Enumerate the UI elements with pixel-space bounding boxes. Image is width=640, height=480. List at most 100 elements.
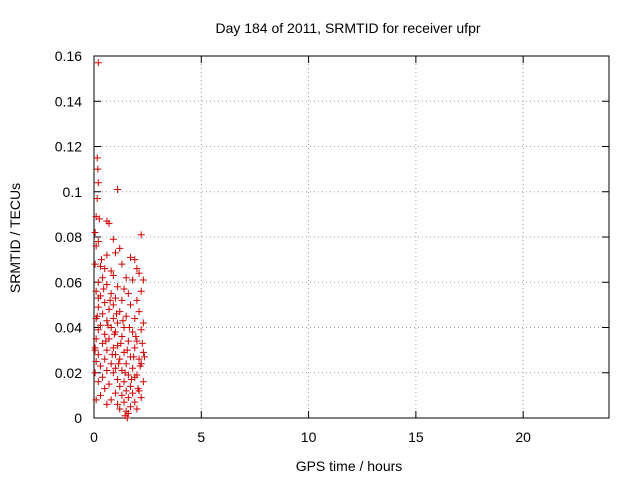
- data-point: [111, 364, 119, 372]
- data-point: [92, 357, 100, 365]
- grid-lines: [94, 56, 609, 418]
- y-tick-label: 0.08: [55, 229, 82, 245]
- x-axis-label: GPS time / hours: [296, 458, 403, 474]
- data-point: [95, 215, 103, 223]
- axis-ticks: [93, 55, 609, 419]
- data-point: [120, 398, 128, 406]
- data-point: [105, 219, 113, 227]
- data-point: [101, 299, 109, 307]
- data-point: [137, 231, 145, 239]
- data-point: [124, 337, 132, 345]
- data-point: [133, 265, 141, 273]
- data-point: [101, 330, 109, 338]
- y-tick-label: 0.04: [55, 320, 82, 336]
- data-point: [137, 394, 145, 402]
- data-point: [140, 353, 148, 361]
- plot-frame: [93, 55, 610, 419]
- data-point: [104, 321, 112, 329]
- data-point: [94, 326, 102, 334]
- data-point: [111, 249, 119, 257]
- data-point: [114, 376, 122, 384]
- x-tick-label: 0: [90, 429, 98, 445]
- data-point: [96, 362, 104, 370]
- y-tick-label: 0.14: [55, 93, 82, 109]
- data-point: [91, 346, 99, 354]
- data-point: [135, 308, 143, 316]
- data-point: [131, 344, 139, 352]
- data-point: [138, 339, 146, 347]
- data-point: [103, 317, 111, 325]
- data-point: [129, 276, 137, 284]
- data-point: [122, 312, 130, 320]
- data-point: [94, 351, 102, 359]
- data-point: [96, 262, 104, 270]
- data-point: [128, 376, 136, 384]
- data-point: [117, 339, 125, 347]
- data-point: [99, 310, 107, 318]
- data-point: [94, 165, 102, 173]
- data-point: [139, 348, 147, 356]
- data-point: [129, 389, 137, 397]
- data-point: [101, 355, 109, 363]
- data-point: [126, 253, 134, 261]
- data-point: [103, 281, 111, 289]
- data-point: [118, 391, 126, 399]
- y-tick-label: 0.02: [55, 365, 82, 381]
- data-point: [99, 373, 107, 381]
- data-point: [116, 355, 124, 363]
- data-point: [98, 256, 106, 264]
- data-point: [93, 195, 101, 203]
- data-point: [132, 333, 140, 341]
- data-point: [93, 154, 101, 162]
- data-point: [139, 378, 147, 386]
- data-point: [91, 228, 99, 236]
- y-tick-label: 0: [74, 410, 82, 426]
- chart-title: Day 184 of 2011, SRMTID for receiver ufp…: [215, 20, 480, 36]
- data-point: [134, 385, 142, 393]
- data-point: [92, 396, 100, 404]
- data-point: [111, 389, 119, 397]
- data-point: [120, 285, 128, 293]
- data-point: [135, 355, 143, 363]
- data-point: [105, 305, 113, 313]
- data-point: [100, 285, 108, 293]
- data-point: [131, 256, 139, 264]
- data-point: [137, 287, 145, 295]
- x-tick-label: 5: [197, 429, 205, 445]
- data-point: [109, 301, 117, 309]
- data-point: [123, 346, 131, 354]
- data-point: [92, 242, 100, 250]
- data-point: [94, 238, 102, 246]
- data-point: [114, 185, 122, 193]
- data-point: [111, 294, 119, 302]
- data-point: [126, 382, 134, 390]
- data-point: [109, 369, 117, 377]
- data-point: [137, 326, 145, 334]
- data-point: [126, 301, 134, 309]
- data-point: [114, 319, 122, 327]
- data-point: [94, 294, 102, 302]
- data-point: [118, 296, 126, 304]
- data-point: [109, 235, 117, 243]
- data-point: [94, 278, 102, 286]
- data-point: [91, 369, 99, 377]
- x-tick-label: 10: [301, 429, 317, 445]
- data-point: [92, 287, 100, 295]
- data-point: [114, 400, 122, 408]
- data-point: [106, 296, 114, 304]
- data-point: [139, 276, 147, 284]
- data-point: [133, 296, 141, 304]
- data-points: [91, 59, 148, 422]
- y-tick-label: 0.12: [55, 139, 82, 155]
- data-point: [118, 333, 126, 341]
- data-point: [115, 360, 123, 368]
- data-point: [101, 265, 109, 273]
- data-point: [131, 398, 139, 406]
- data-point: [103, 400, 111, 408]
- x-tick-label: 20: [515, 429, 531, 445]
- data-point: [94, 59, 102, 67]
- y-tick-label: 0.16: [55, 48, 82, 64]
- data-point: [107, 290, 115, 298]
- data-point: [107, 360, 115, 368]
